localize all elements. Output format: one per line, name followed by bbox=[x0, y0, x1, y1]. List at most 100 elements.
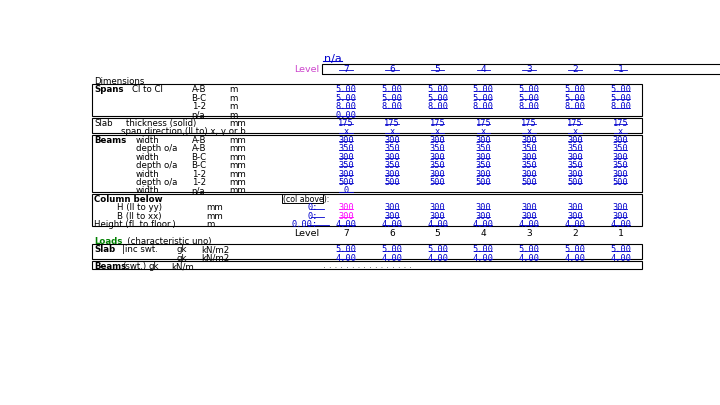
Text: 0.00:: 0.00: bbox=[292, 220, 318, 229]
Text: n/a: n/a bbox=[192, 186, 205, 196]
Text: 5.00: 5.00 bbox=[382, 94, 402, 103]
Text: 350: 350 bbox=[521, 144, 537, 153]
Text: B-C: B-C bbox=[192, 94, 207, 103]
Text: 175: 175 bbox=[475, 119, 491, 128]
Text: 300: 300 bbox=[475, 136, 491, 145]
Text: 350: 350 bbox=[338, 144, 354, 153]
Text: 175: 175 bbox=[384, 119, 400, 128]
Text: 300: 300 bbox=[613, 153, 629, 162]
Text: 3: 3 bbox=[526, 65, 532, 74]
Text: 300: 300 bbox=[384, 170, 400, 179]
Text: 350: 350 bbox=[384, 144, 400, 153]
Text: Spans: Spans bbox=[94, 85, 124, 94]
Text: 5.00: 5.00 bbox=[382, 85, 402, 94]
Text: 8.00: 8.00 bbox=[564, 102, 585, 111]
Text: 4.00: 4.00 bbox=[382, 220, 402, 229]
Text: 350: 350 bbox=[475, 144, 491, 153]
Text: 300: 300 bbox=[521, 203, 537, 212]
Text: A-B: A-B bbox=[192, 136, 206, 145]
Text: mm: mm bbox=[230, 136, 246, 145]
Text: 300: 300 bbox=[430, 153, 446, 162]
Text: 8.00: 8.00 bbox=[336, 102, 356, 111]
Text: 5.00: 5.00 bbox=[473, 94, 494, 103]
Text: 6: 6 bbox=[389, 228, 395, 238]
Text: 5: 5 bbox=[435, 228, 441, 238]
Text: 300: 300 bbox=[475, 170, 491, 179]
Text: 4.00: 4.00 bbox=[336, 220, 356, 229]
Text: 300: 300 bbox=[567, 203, 582, 212]
Text: 300: 300 bbox=[338, 170, 354, 179]
Text: 300: 300 bbox=[613, 136, 629, 145]
Text: m: m bbox=[206, 220, 215, 229]
Text: 300: 300 bbox=[338, 153, 354, 162]
Text: 5.00: 5.00 bbox=[564, 94, 585, 103]
Text: 5.00: 5.00 bbox=[564, 245, 585, 254]
Text: 5.00: 5.00 bbox=[473, 245, 494, 254]
Text: 4.00: 4.00 bbox=[382, 254, 402, 263]
Text: 4.00: 4.00 bbox=[518, 220, 540, 229]
Text: 300: 300 bbox=[384, 153, 400, 162]
Text: 7: 7 bbox=[343, 228, 349, 238]
Text: mm: mm bbox=[230, 161, 246, 170]
Text: 5.00: 5.00 bbox=[382, 245, 402, 254]
Text: width: width bbox=[136, 170, 160, 179]
Text: 5.00: 5.00 bbox=[427, 245, 448, 254]
Text: 500: 500 bbox=[521, 178, 537, 187]
Text: 300: 300 bbox=[567, 170, 582, 179]
Text: 3: 3 bbox=[526, 228, 532, 238]
Text: 350: 350 bbox=[475, 161, 491, 170]
Text: 300: 300 bbox=[430, 212, 446, 221]
Text: B-C: B-C bbox=[192, 153, 207, 162]
Text: x: x bbox=[618, 128, 624, 136]
Text: Level: Level bbox=[294, 228, 319, 238]
Text: x: x bbox=[481, 128, 486, 136]
Text: 300: 300 bbox=[613, 170, 629, 179]
Text: 300: 300 bbox=[475, 212, 491, 221]
Text: mm: mm bbox=[230, 144, 246, 153]
Text: 4.00: 4.00 bbox=[564, 254, 585, 263]
Text: mm: mm bbox=[230, 178, 246, 187]
Text: gk: gk bbox=[148, 262, 159, 271]
Text: (swt.): (swt.) bbox=[122, 262, 146, 271]
Text: 300: 300 bbox=[430, 203, 446, 212]
Text: mm: mm bbox=[206, 203, 222, 212]
Text: mm: mm bbox=[230, 186, 246, 196]
Text: 500: 500 bbox=[430, 178, 446, 187]
Text: 300: 300 bbox=[430, 136, 446, 145]
Text: 300: 300 bbox=[384, 212, 400, 221]
Text: x: x bbox=[526, 128, 532, 136]
Text: Level: Level bbox=[294, 65, 319, 74]
Text: Beams: Beams bbox=[94, 262, 127, 271]
Text: depth o/a: depth o/a bbox=[136, 178, 177, 187]
Text: 300: 300 bbox=[613, 203, 629, 212]
Text: 300: 300 bbox=[475, 153, 491, 162]
Text: x: x bbox=[343, 128, 348, 136]
Text: 300: 300 bbox=[338, 136, 354, 145]
Text: 4: 4 bbox=[480, 228, 486, 238]
Text: 500: 500 bbox=[475, 178, 491, 187]
Text: 300: 300 bbox=[384, 136, 400, 145]
Text: mm: mm bbox=[230, 153, 246, 162]
Text: 500: 500 bbox=[384, 178, 400, 187]
Text: A-B: A-B bbox=[192, 85, 206, 94]
Text: Dimensions: Dimensions bbox=[94, 77, 145, 86]
Text: 350: 350 bbox=[613, 144, 629, 153]
Text: 0:: 0: bbox=[307, 212, 318, 221]
Text: mm: mm bbox=[230, 119, 246, 128]
Text: 8.00: 8.00 bbox=[518, 102, 540, 111]
Text: gk: gk bbox=[176, 245, 187, 254]
Text: 5.00: 5.00 bbox=[610, 245, 631, 254]
Text: kN/m: kN/m bbox=[171, 262, 194, 271]
Text: 1-2: 1-2 bbox=[192, 178, 206, 187]
Text: 5: 5 bbox=[435, 65, 441, 74]
Text: 5.00: 5.00 bbox=[473, 85, 494, 94]
Text: 300: 300 bbox=[521, 212, 537, 221]
Text: 4.00: 4.00 bbox=[336, 254, 356, 263]
Text: 4.00: 4.00 bbox=[427, 220, 448, 229]
Text: 5.00: 5.00 bbox=[610, 94, 631, 103]
Text: Beams: Beams bbox=[94, 136, 127, 145]
Text: B (ll to xx): B (ll to xx) bbox=[117, 212, 161, 221]
Text: x: x bbox=[435, 128, 440, 136]
Text: 5.00: 5.00 bbox=[336, 94, 356, 103]
Text: span direction,(ll to) x, y or b: span direction,(ll to) x, y or b bbox=[121, 128, 246, 136]
